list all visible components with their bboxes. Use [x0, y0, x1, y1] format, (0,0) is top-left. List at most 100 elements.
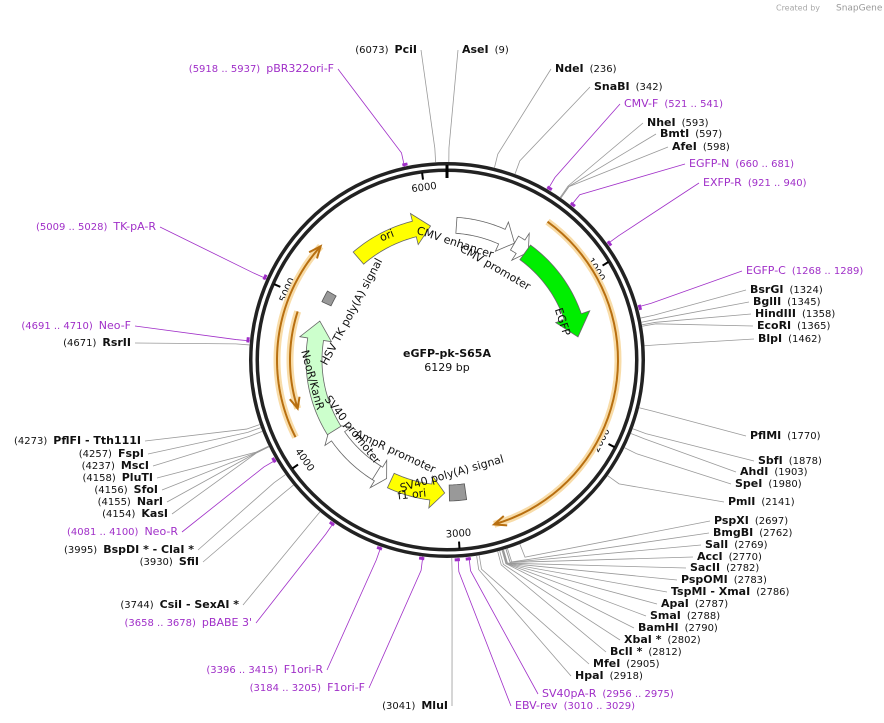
position: (2918): [610, 671, 643, 682]
name: Neo-R: [144, 525, 178, 538]
ruler-tick: [421, 172, 424, 180]
site-leader: [641, 313, 752, 326]
name: MfeI: [593, 657, 620, 670]
feature-hsv-tk-polya: [321, 290, 337, 307]
primer-label: EBV-rev (3010 .. 3029): [515, 699, 635, 712]
primer-mark: [606, 240, 613, 247]
position: (342): [636, 82, 663, 93]
primer-label: (5009 .. 5028) TK-pA-R: [36, 220, 156, 233]
name: AccI: [697, 550, 723, 563]
site-label: SmaI (2788): [650, 609, 720, 622]
primer-leader: [607, 182, 700, 245]
position: (2787): [695, 599, 728, 610]
name: BmtI: [660, 127, 689, 140]
site-label: MfeI (2905): [593, 657, 660, 670]
plasmid-length: 6129 bp: [424, 361, 469, 374]
site-leader: [514, 86, 591, 175]
position: (521 .. 541): [664, 99, 723, 110]
name: pBABE 3': [202, 616, 252, 629]
name: FspI: [118, 447, 144, 460]
site-label: (3930) SfiI: [140, 555, 199, 568]
position: (2783): [734, 575, 767, 586]
primer-leader: [637, 270, 743, 308]
site-label: SnaBI (342): [594, 80, 663, 93]
name: SfiI: [179, 555, 199, 568]
name: NheI: [647, 116, 676, 129]
name: F1ori-F: [327, 681, 365, 694]
site-leader: [497, 551, 607, 653]
position: (5918 .. 5937): [189, 64, 261, 75]
primer-mark: [376, 545, 383, 551]
site-label: (4237) MscI: [82, 459, 149, 472]
site-leader: [519, 520, 711, 558]
primer-leader: [368, 556, 424, 689]
site-leader: [171, 446, 270, 515]
ruler-tick: [273, 283, 281, 288]
name: SbfI: [758, 454, 783, 467]
position: (4237): [82, 461, 115, 472]
site-leader: [632, 428, 755, 462]
position: (3744): [120, 600, 153, 611]
position: (3184 .. 3205): [250, 683, 322, 694]
position: (2769): [734, 540, 767, 551]
feature-cmv-enhancer: [455, 216, 515, 253]
name: PluTI: [122, 471, 153, 484]
position: (2812): [648, 647, 681, 658]
feature-egfp: [519, 244, 591, 338]
site-leader: [640, 289, 747, 319]
name: XbaI *: [624, 633, 662, 646]
site-leader: [505, 548, 694, 563]
site-leader: [560, 133, 657, 199]
primer-leader: [337, 68, 405, 167]
name: SacII: [690, 561, 720, 574]
position: (3396 .. 3415): [206, 665, 278, 676]
site-label: BclI * (2812): [610, 645, 682, 658]
site-label: (3744) CsiI - SexAI *: [120, 598, 239, 611]
site-label: BmtI (597): [660, 127, 722, 140]
name: PspOMI: [681, 573, 728, 586]
primer-mark: [328, 520, 335, 527]
feature-neor: [298, 320, 342, 436]
site-label: PspXI (2697): [714, 514, 788, 527]
name: ApaI: [661, 597, 689, 610]
site-leader: [501, 550, 635, 629]
orf-inner: [288, 311, 299, 409]
ruler-label: 4000: [292, 447, 316, 474]
position: (4155): [98, 497, 131, 508]
name: BamHI: [638, 621, 679, 634]
site-label: SacII (2782): [690, 561, 759, 574]
position: (1770): [787, 431, 820, 442]
name: BspDI * - ClaI *: [103, 543, 194, 556]
site-label: (6073) PciI: [355, 43, 417, 56]
site-label: TspMI - XmaI (2786): [671, 585, 790, 598]
feature-sv40-polya: [448, 483, 468, 502]
position: (2802): [667, 635, 700, 646]
name: EGFP-N: [689, 157, 729, 170]
site-label: (4155) NarI: [98, 495, 163, 508]
primer-label: EGFP-C (1268 .. 1289): [746, 264, 863, 277]
site-label: SalI (2769): [705, 538, 768, 551]
name: CMV-F: [624, 97, 658, 110]
name: AseI: [462, 43, 489, 56]
position: (4257): [79, 449, 112, 460]
site-label: SpeI (1980): [735, 477, 802, 490]
name: SnaBI: [594, 80, 630, 93]
primer-leader: [134, 325, 250, 342]
name: BlpI: [758, 332, 782, 345]
primer-mark: [546, 185, 553, 191]
primer-mark: [418, 556, 425, 561]
position: (2905): [626, 659, 659, 670]
site-leader: [559, 122, 644, 198]
primer-label: EXFP-R (921 .. 940): [703, 176, 807, 189]
name: HpaI: [575, 669, 604, 682]
position: (5009 .. 5028): [36, 222, 108, 233]
name: CsiI - SexAI *: [160, 598, 240, 611]
position: (1903): [774, 467, 807, 478]
name: F1ori-R: [284, 663, 324, 676]
site-leader: [644, 338, 755, 347]
site-label: HindIII (1358): [755, 307, 835, 320]
site-leader: [476, 555, 572, 677]
site-label: AccI (2770): [697, 550, 762, 563]
primer-mark: [246, 337, 250, 343]
name: KasI: [141, 507, 168, 520]
